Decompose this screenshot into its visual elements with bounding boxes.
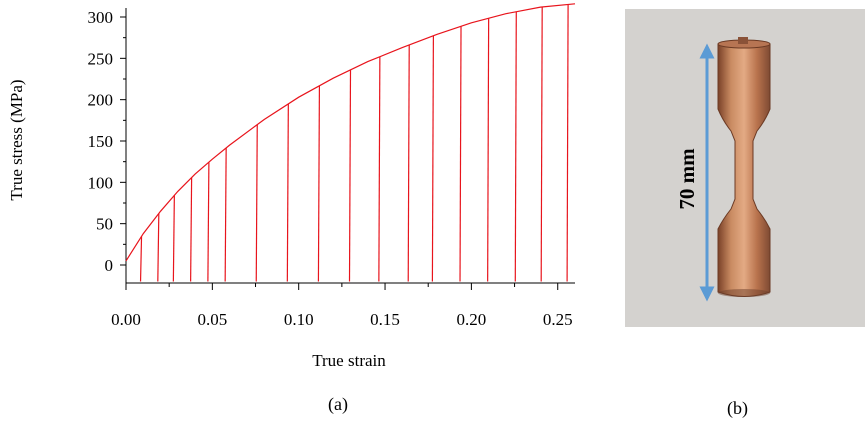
chart-axes: 0 50 100 150 200 250 300 0.00 0.05 0.10 0.15 0.20 0.… (88, 8, 575, 329)
unload-line (566, 4, 569, 282)
unload-line (157, 213, 160, 282)
y-tick-label: 250 (88, 49, 114, 68)
x-tick-label: 0.20 (457, 310, 487, 329)
x-axis-title: True strain (312, 351, 386, 370)
unload-line (540, 6, 543, 282)
unload-line (139, 236, 143, 282)
x-tick-label: 0.00 (111, 310, 141, 329)
unload-line (378, 56, 381, 282)
copper-specimen (717, 37, 771, 297)
unload-line (286, 103, 289, 282)
unload-line (224, 147, 227, 282)
x-tick-label: 0.25 (543, 310, 573, 329)
unload-line (317, 85, 321, 282)
unload-line (514, 11, 517, 282)
unload-line (207, 162, 210, 282)
x-tick-label: 0.05 (197, 310, 227, 329)
chart-marks (125, 3, 576, 282)
y-tick-label: 50 (96, 215, 113, 234)
unload-line (431, 35, 434, 282)
unload-line (407, 44, 410, 282)
envelope-curve (125, 3, 576, 262)
x-tick-label: 0.10 (284, 310, 314, 329)
y-tick-label: 300 (88, 8, 114, 27)
unload-line (348, 69, 352, 282)
dimension-label: 70 mm (675, 148, 699, 210)
unload-line (255, 124, 258, 282)
y-tick-label: 0 (105, 256, 114, 275)
unload-line (172, 195, 175, 282)
x-tick-label: 0.15 (370, 310, 400, 329)
unload-line (190, 177, 193, 282)
panel-b-caption: (b) (727, 398, 748, 418)
y-axis-title: True stress (MPa) (7, 79, 26, 200)
panel-a-caption: (a) (328, 394, 348, 414)
specimen-photo: 70 mm (625, 9, 865, 327)
unload-line (487, 18, 490, 282)
y-tick-label: 200 (88, 91, 114, 110)
unload-line (459, 26, 462, 282)
y-tick-label: 100 (88, 173, 114, 192)
y-tick-label: 150 (88, 132, 114, 151)
